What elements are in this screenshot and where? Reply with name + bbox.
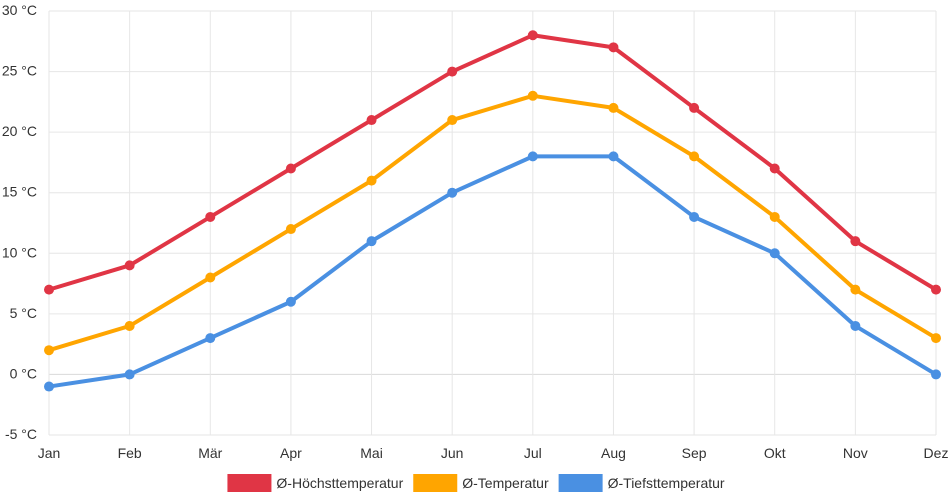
data-point[interactable] (44, 381, 54, 392)
grid-layer (48, 10, 937, 436)
data-point[interactable] (205, 272, 216, 283)
legend-swatch (413, 474, 458, 492)
data-point[interactable] (689, 211, 700, 222)
legend-item[interactable]: Ø-Temperatur (413, 474, 549, 492)
y-tick-label: 25 °C (2, 63, 37, 79)
y-tick-label: 10 °C (2, 244, 37, 260)
data-point[interactable] (366, 115, 377, 126)
data-point[interactable] (527, 151, 538, 162)
y-tick-label: 5 °C (10, 305, 37, 321)
data-point[interactable] (608, 102, 619, 113)
data-point[interactable] (285, 224, 296, 235)
y-tick-label: -5 °C (5, 426, 37, 442)
y-tick-label: 15 °C (2, 184, 37, 200)
x-tick-label: Mär (198, 445, 222, 461)
data-point[interactable] (931, 369, 941, 380)
data-point[interactable] (769, 248, 780, 259)
series-2 (44, 90, 941, 356)
legend: Ø-Höchsttemperatur Ø-Temperatur Ø-Tiefstte… (227, 474, 725, 492)
y-tick-label: 0 °C (10, 365, 37, 381)
data-point[interactable] (124, 369, 135, 380)
y-tick-label: 30 °C (2, 2, 37, 18)
x-tick-label: Dez (924, 445, 949, 461)
data-point[interactable] (931, 284, 941, 295)
data-point[interactable] (205, 333, 216, 344)
series-layer (44, 30, 941, 392)
series-1 (44, 30, 941, 295)
data-point[interactable] (285, 296, 296, 307)
series-line (47, 154, 938, 389)
x-tick-label: Aug (601, 445, 626, 461)
series-line (47, 93, 938, 353)
legend-label: Ø-Temperatur (462, 475, 549, 491)
data-point[interactable] (447, 187, 458, 198)
x-axis: Jan Feb Mär Apr Mai Jun Jul Aug Sep Okt Nov Dez (38, 445, 949, 461)
data-point[interactable] (608, 42, 619, 53)
data-point[interactable] (44, 345, 54, 356)
data-point[interactable] (285, 163, 296, 174)
data-point[interactable] (124, 320, 135, 331)
data-point[interactable] (44, 284, 54, 295)
data-point[interactable] (205, 211, 216, 222)
data-point[interactable] (850, 236, 861, 247)
legend-swatch (227, 474, 272, 492)
data-point[interactable] (366, 236, 377, 247)
data-point[interactable] (527, 30, 538, 41)
x-tick-label: Apr (280, 445, 302, 461)
series-3 (44, 151, 941, 392)
data-point[interactable] (689, 151, 700, 162)
data-point[interactable] (850, 284, 861, 295)
x-tick-label: Feb (118, 445, 142, 461)
x-tick-label: Sep (682, 445, 707, 461)
data-point[interactable] (608, 151, 619, 162)
legend-swatch (558, 474, 603, 492)
data-point[interactable] (124, 260, 135, 271)
legend-item[interactable]: Ø-Höchsttemperatur (227, 474, 404, 492)
legend-label: Ø-Tiefsttemperatur (608, 475, 725, 491)
x-tick-label: Okt (764, 445, 786, 461)
x-tick-label: Jun (441, 445, 464, 461)
data-point[interactable] (769, 163, 780, 174)
x-tick-label: Jul (524, 445, 542, 461)
data-point[interactable] (527, 90, 538, 101)
data-point[interactable] (931, 333, 941, 344)
x-tick-label: Nov (843, 445, 868, 461)
data-point[interactable] (447, 66, 458, 77)
data-point[interactable] (447, 115, 458, 126)
legend-item[interactable]: Ø-Tiefsttemperatur (558, 474, 725, 492)
data-point[interactable] (769, 211, 780, 222)
legend-label: Ø-Höchsttemperatur (276, 475, 403, 491)
data-point[interactable] (366, 175, 377, 186)
y-axis: 30 °C 25 °C 20 °C 15 °C 10 °C 5 °C 0 °C -5 °C (2, 2, 37, 442)
x-tick-label: Mai (360, 445, 383, 461)
data-point[interactable] (850, 320, 861, 331)
series-line (47, 33, 938, 292)
y-tick-label: 20 °C (2, 123, 37, 139)
x-tick-label: Jan (38, 445, 61, 461)
data-point[interactable] (689, 102, 700, 113)
